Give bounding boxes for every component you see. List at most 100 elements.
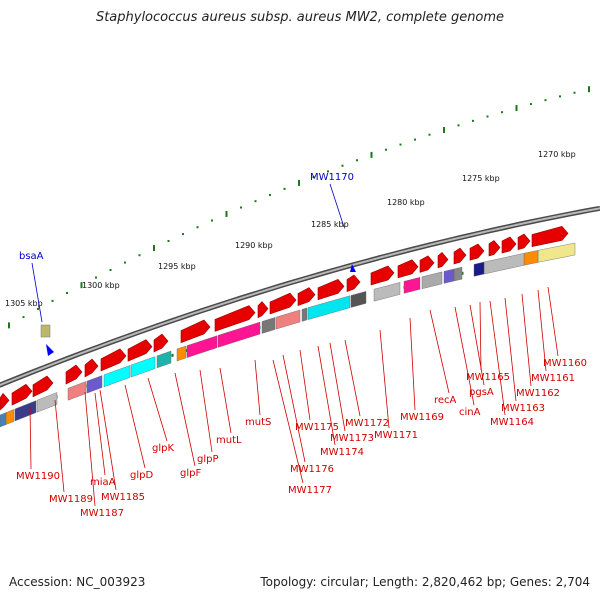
leader-line — [379, 329, 390, 429]
cds-block — [261, 317, 276, 334]
gene-arrow — [180, 319, 211, 344]
scale-tick — [66, 291, 68, 294]
scale-tick — [80, 282, 83, 289]
label-leader-lines — [29, 286, 559, 507]
gene-arrow — [0, 392, 10, 411]
scale-tick — [530, 103, 532, 106]
cds-block — [453, 266, 463, 282]
gene-label: glpF — [180, 468, 201, 479]
inner-tick — [171, 353, 174, 357]
leader-line — [94, 392, 106, 476]
cds-block — [86, 375, 103, 394]
map-title: Staphylococcus aureus subsp. aureus MW2,… — [95, 10, 505, 25]
leader-line — [254, 359, 261, 416]
scale-tick — [356, 159, 358, 162]
leader-line — [99, 389, 117, 491]
gene-label: MW1162 — [516, 388, 560, 399]
feature-label: MW1170 — [310, 172, 354, 183]
gene-label: MW1176 — [290, 464, 334, 475]
leader-line — [299, 349, 311, 421]
leader-line — [547, 286, 559, 357]
scale-tick — [196, 226, 199, 229]
gene-label: MW1187 — [80, 508, 124, 519]
cds-block — [373, 282, 401, 302]
leader-line — [199, 369, 213, 453]
scale-tick — [312, 176, 315, 179]
feature-label: bsaA — [19, 251, 44, 262]
cds-block — [523, 250, 539, 266]
scale-tick — [298, 179, 300, 186]
cds-block — [36, 392, 58, 413]
cds-block — [301, 307, 308, 322]
gene-label: MW1161 — [531, 373, 575, 384]
gene-arrow — [32, 375, 54, 398]
gene-arrow — [100, 348, 127, 372]
gene-label: MW1171 — [374, 430, 418, 441]
genome-summary: Topology: circular; Length: 2,820,462 bp… — [260, 575, 590, 589]
cds-block — [275, 309, 301, 330]
gene-label: miaA — [90, 477, 116, 488]
leader-line — [317, 345, 336, 446]
gene-label: MW1164 — [490, 417, 534, 428]
gene-label: MW1174 — [320, 447, 364, 458]
gene-arrow — [65, 364, 83, 385]
cds-block — [443, 268, 455, 284]
scale-tick — [240, 206, 242, 209]
backbone-highlight — [0, 207, 600, 387]
gene-arrow — [214, 305, 256, 332]
scale-tick — [559, 95, 561, 98]
cds-block — [403, 277, 421, 294]
leader-line — [429, 309, 450, 394]
scale-tick — [443, 126, 445, 133]
scale-labels: 1270 kbp 1275 kbp 1280 kbp 1285 kbp 1290 kbp… — [5, 150, 576, 308]
gene-label: MW1160 — [543, 358, 587, 369]
leader-line — [124, 384, 146, 469]
leader-line — [469, 304, 485, 386]
cds-block — [350, 291, 367, 308]
gene-arrow — [531, 225, 569, 247]
scale-tick — [51, 299, 54, 302]
gene-arrow — [488, 240, 501, 257]
scale-tick — [414, 138, 416, 141]
cds-block — [217, 321, 261, 348]
gene-label: MW1175 — [295, 422, 339, 433]
scale-tick — [370, 151, 373, 158]
cds-block — [130, 356, 156, 378]
scale-label: 1285 kbp — [311, 220, 349, 229]
feature-markers: bsaA MW1170 — [19, 172, 356, 356]
scale-tick — [428, 133, 431, 136]
leader-line — [344, 339, 361, 417]
cds-block — [307, 295, 351, 320]
cds-color-track — [0, 242, 576, 428]
leader-line — [174, 372, 196, 467]
leader-line — [537, 289, 547, 372]
scale-tick — [399, 143, 402, 146]
forward-strand-genes — [0, 225, 569, 411]
scale-tick — [544, 99, 547, 102]
cds-block — [537, 242, 576, 263]
gene-arrow — [419, 255, 435, 273]
gene-label: MW1163 — [501, 403, 545, 414]
scale-tick — [341, 164, 344, 167]
scale-tick — [167, 239, 170, 242]
gene-arrow — [84, 358, 99, 378]
gene-arrow — [397, 259, 419, 279]
accession-text: Accession: NC_003923 — [9, 575, 146, 589]
cds-block — [156, 350, 172, 369]
cds-block — [186, 335, 218, 358]
gene-label: MW1189 — [49, 494, 93, 505]
inner-tick — [461, 271, 464, 275]
gene-arrow — [153, 333, 169, 353]
scale-tick — [109, 268, 112, 271]
gene-label: glpP — [197, 454, 219, 465]
gene-arrow — [346, 274, 361, 292]
leader-line — [521, 293, 532, 387]
gene-arrow — [257, 301, 269, 319]
gene-label: MW1169 — [400, 412, 444, 423]
scale-tick — [124, 261, 126, 264]
scale-tick — [211, 219, 213, 222]
scale-label: 1300 kbp — [82, 281, 120, 290]
scale-label: 1270 kbp — [538, 150, 576, 159]
scale-tick — [8, 322, 10, 329]
